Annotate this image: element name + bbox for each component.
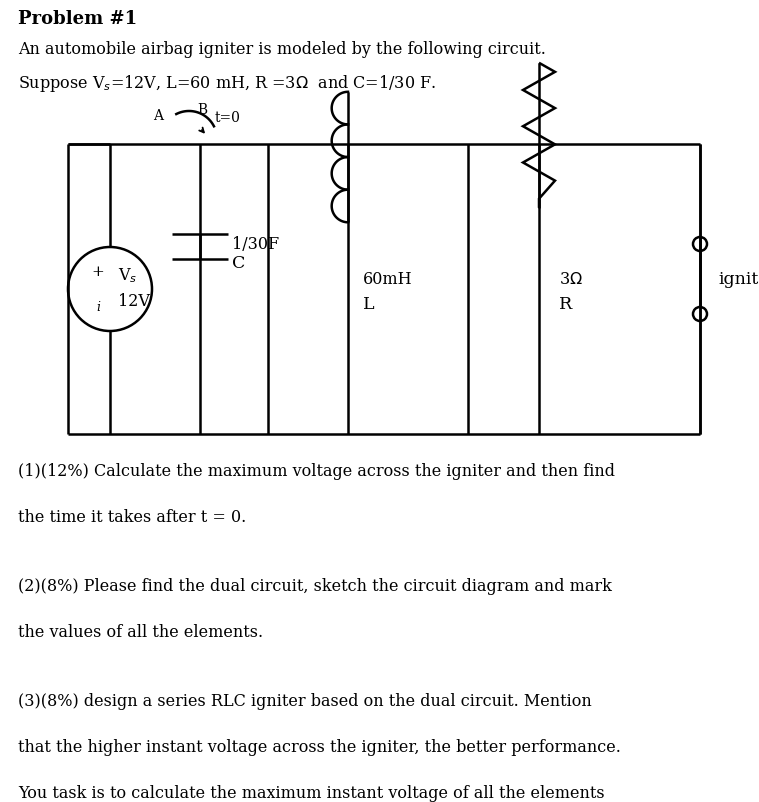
Text: (1)(12%) Calculate the maximum voltage across the igniter and then find: (1)(12%) Calculate the maximum voltage a… bbox=[18, 463, 615, 480]
Text: (2)(8%) Please find the dual circuit, sketch the circuit diagram and mark: (2)(8%) Please find the dual circuit, sk… bbox=[18, 577, 612, 594]
Text: L: L bbox=[363, 296, 374, 313]
Text: the time it takes after t = 0.: the time it takes after t = 0. bbox=[18, 508, 246, 525]
Text: igniter: igniter bbox=[718, 271, 759, 288]
Text: You task is to calculate the maximum instant voltage of all the elements: You task is to calculate the maximum ins… bbox=[18, 784, 605, 801]
Text: (3)(8%) design a series RLC igniter based on the dual circuit. Mention: (3)(8%) design a series RLC igniter base… bbox=[18, 692, 592, 709]
Text: C: C bbox=[232, 255, 245, 272]
Text: V$_s$: V$_s$ bbox=[118, 266, 137, 285]
Text: 60mH: 60mH bbox=[363, 271, 413, 288]
Text: 3$\Omega$: 3$\Omega$ bbox=[559, 271, 583, 288]
Text: i: i bbox=[96, 301, 100, 314]
Text: R: R bbox=[559, 296, 572, 313]
Text: +: + bbox=[92, 265, 105, 278]
Text: B: B bbox=[197, 103, 207, 117]
Text: 1/30F: 1/30F bbox=[232, 236, 279, 253]
Text: the values of all the elements.: the values of all the elements. bbox=[18, 623, 263, 640]
Text: that the higher instant voltage across the igniter, the better performance.: that the higher instant voltage across t… bbox=[18, 738, 621, 755]
Text: Problem #1: Problem #1 bbox=[18, 10, 137, 28]
Text: t=0: t=0 bbox=[215, 111, 241, 125]
Text: Suppose V$_s$=12V, L=60 mH, R =3$\Omega$  and C=1/30 F.: Suppose V$_s$=12V, L=60 mH, R =3$\Omega$… bbox=[18, 73, 436, 94]
Text: 12V: 12V bbox=[118, 294, 150, 310]
Text: A: A bbox=[153, 109, 163, 123]
Text: An automobile airbag igniter is modeled by the following circuit.: An automobile airbag igniter is modeled … bbox=[18, 41, 546, 58]
